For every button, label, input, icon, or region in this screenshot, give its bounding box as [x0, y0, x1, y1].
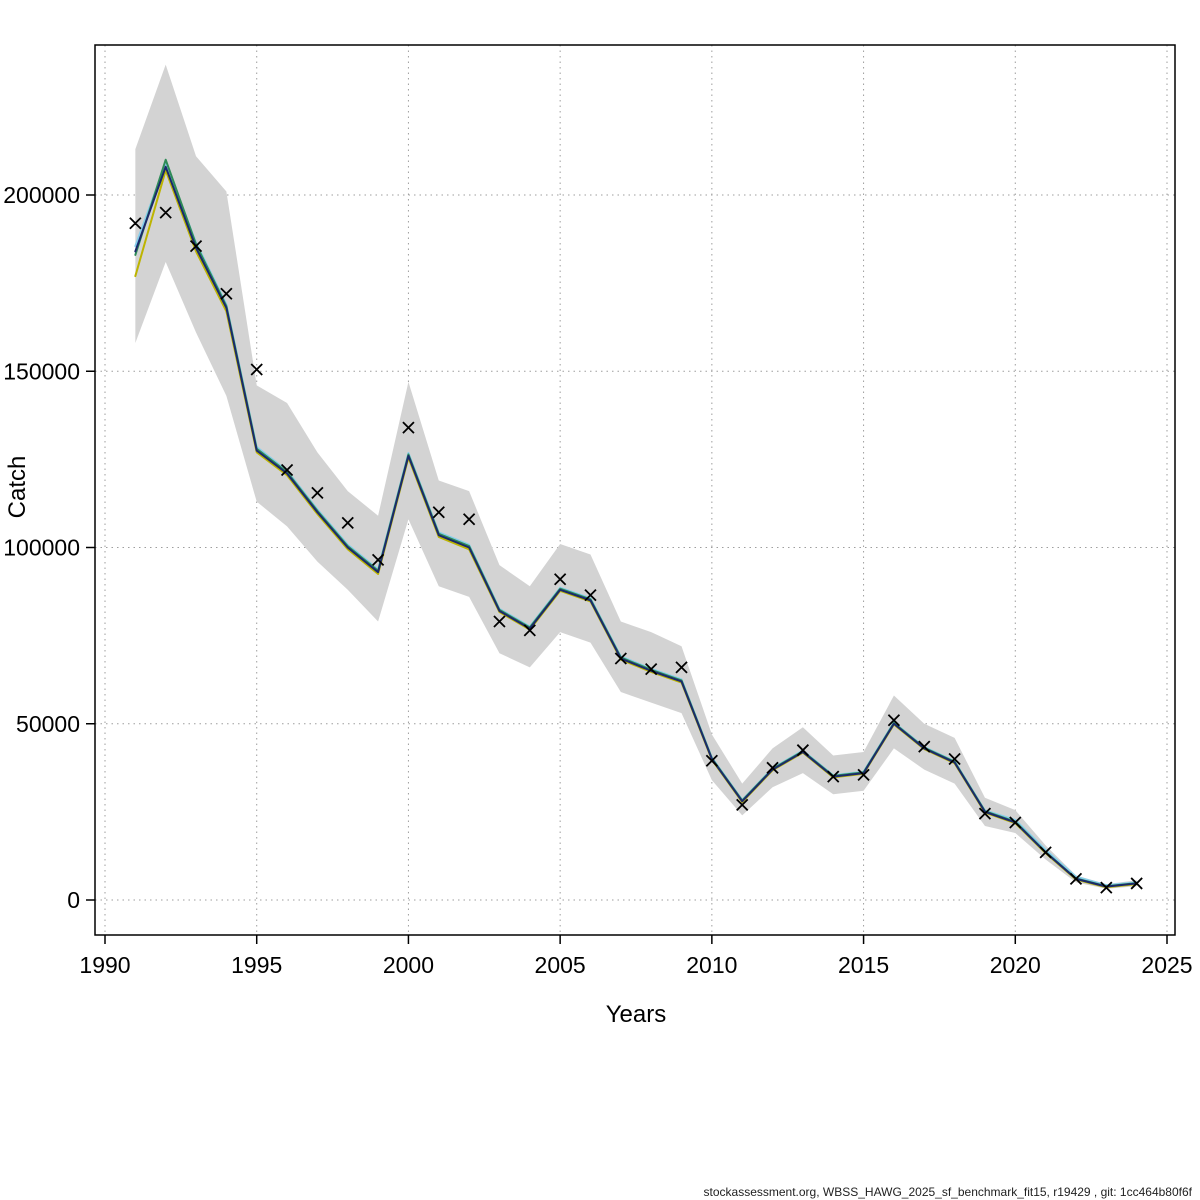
footer-attribution: stockassessment.org, WBSS_HAWG_2025_sf_b…: [703, 1185, 1192, 1199]
svg-text:2005: 2005: [535, 952, 586, 978]
svg-text:150000: 150000: [3, 358, 80, 384]
svg-text:2015: 2015: [838, 952, 889, 978]
svg-text:2025: 2025: [1141, 952, 1192, 978]
svg-text:100000: 100000: [3, 535, 80, 561]
svg-text:1990: 1990: [79, 952, 130, 978]
svg-text:50000: 50000: [16, 711, 80, 737]
y-axis-label: Catch: [4, 455, 31, 519]
svg-text:200000: 200000: [3, 182, 80, 208]
svg-text:2000: 2000: [383, 952, 434, 978]
svg-text:1995: 1995: [231, 952, 282, 978]
svg-text:0: 0: [67, 887, 80, 913]
svg-text:2020: 2020: [990, 952, 1041, 978]
x-axis-label: Years: [605, 1001, 667, 1028]
svg-text:2010: 2010: [686, 952, 737, 978]
